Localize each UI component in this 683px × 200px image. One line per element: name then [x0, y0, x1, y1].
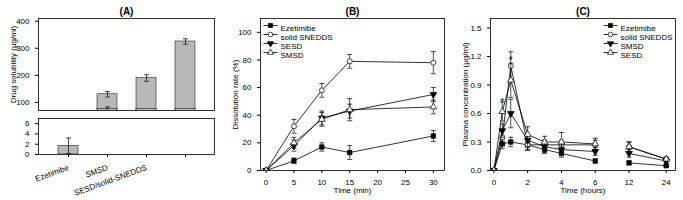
- svg-text:20: 20: [243, 138, 252, 147]
- svg-text:24: 24: [662, 178, 671, 187]
- svg-text:SESD: SESD: [620, 51, 642, 60]
- svg-text:*: *: [500, 97, 504, 108]
- svg-text:300: 300: [16, 44, 30, 53]
- svg-text:0: 0: [492, 178, 497, 187]
- svg-text:40: 40: [243, 111, 252, 120]
- svg-text:Time (min): Time (min): [334, 186, 372, 195]
- svg-text:solid SNEDDS: solid SNEDDS: [620, 33, 672, 42]
- svg-text:2: 2: [25, 140, 30, 149]
- svg-text:0.9: 0.9: [470, 81, 482, 90]
- svg-text:Ezetimibe: Ezetimibe: [34, 163, 71, 184]
- svg-text:solid SNEDDS: solid SNEDDS: [281, 33, 333, 42]
- svg-text:0: 0: [264, 178, 269, 187]
- svg-text:0.0: 0.0: [470, 166, 482, 175]
- svg-text:6: 6: [593, 178, 598, 188]
- svg-text:6: 6: [25, 119, 30, 128]
- svg-text:4: 4: [559, 178, 564, 188]
- svg-text:5: 5: [292, 178, 297, 187]
- svg-text:*: *: [509, 55, 513, 66]
- svg-text:10: 10: [317, 178, 326, 187]
- svg-text:SMSD: SMSD: [84, 163, 110, 180]
- svg-text:2: 2: [525, 178, 530, 187]
- svg-text:80: 80: [243, 56, 252, 65]
- svg-text:60: 60: [243, 83, 252, 92]
- svg-text:Plasma concentration (μg/ml): Plasma concentration (μg/ml): [461, 42, 470, 147]
- svg-text:4: 4: [25, 129, 30, 138]
- svg-text:200: 200: [16, 71, 30, 80]
- svg-text:400: 400: [16, 17, 30, 26]
- svg-text:(A): (A): [120, 6, 134, 17]
- svg-text:0.3: 0.3: [470, 138, 482, 147]
- svg-text:(B): (B): [346, 6, 360, 17]
- svg-text:100: 100: [16, 98, 30, 107]
- svg-text:SESD: SESD: [281, 42, 303, 51]
- svg-text:Time (hours): Time (hours): [560, 186, 605, 195]
- svg-text:0: 0: [247, 166, 252, 175]
- svg-text:Drug solubility (μg/ml): Drug solubility (μg/ml): [9, 25, 18, 103]
- svg-text:0: 0: [25, 150, 30, 159]
- svg-text:30: 30: [429, 178, 438, 187]
- svg-text:0.6: 0.6: [470, 109, 482, 118]
- svg-text:100: 100: [238, 28, 252, 37]
- svg-text:25: 25: [401, 178, 410, 187]
- svg-text:12: 12: [625, 178, 634, 187]
- svg-text:Ezetimibe: Ezetimibe: [620, 24, 656, 33]
- svg-text:1.2: 1.2: [470, 52, 482, 61]
- svg-text:1.5: 1.5: [470, 24, 482, 33]
- svg-text:15: 15: [345, 178, 355, 188]
- svg-text:SMSD: SMSD: [620, 42, 643, 51]
- svg-text:Ezetimibe: Ezetimibe: [281, 24, 317, 33]
- svg-text:20: 20: [373, 178, 382, 187]
- svg-text:SMSD: SMSD: [281, 51, 304, 60]
- svg-text:SESD/solid-SNEDDS: SESD/solid-SNEDDS: [73, 163, 148, 198]
- svg-text:(C): (C): [576, 6, 590, 17]
- svg-text:Dissolution rate (%): Dissolution rate (%): [231, 59, 240, 129]
